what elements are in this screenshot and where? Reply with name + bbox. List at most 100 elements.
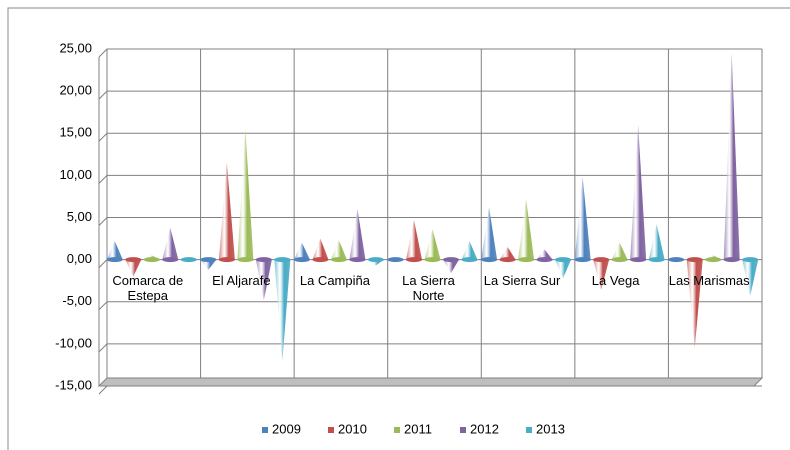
cone xyxy=(330,240,347,263)
cone-base xyxy=(143,257,160,263)
cone-base xyxy=(106,257,123,263)
grid-line xyxy=(98,343,762,353)
y-tick-label: -10,00 xyxy=(55,335,92,350)
cone xyxy=(312,238,329,263)
legend-label: 2012 xyxy=(470,421,499,436)
cone-base xyxy=(499,257,516,263)
legend-marker xyxy=(262,427,268,433)
cone-body xyxy=(237,129,254,260)
cone-body xyxy=(518,198,535,260)
cone xyxy=(648,224,665,263)
cone-body xyxy=(555,259,572,279)
x-tick-label: La Sierra Norte xyxy=(402,272,455,303)
cone xyxy=(686,257,703,349)
cone-body xyxy=(536,249,553,260)
cone xyxy=(630,124,647,263)
grid-line xyxy=(98,174,762,184)
cone xyxy=(180,257,197,263)
cone-body xyxy=(255,259,272,301)
cone-body xyxy=(742,259,759,296)
legend-marker xyxy=(460,427,466,433)
cone-base xyxy=(742,257,759,263)
cone-body xyxy=(611,242,628,260)
legend-marker xyxy=(394,427,400,433)
chart-frame xyxy=(7,7,790,450)
cone xyxy=(367,257,384,266)
cone xyxy=(723,53,740,263)
cone xyxy=(406,220,422,263)
cone-base xyxy=(443,257,459,263)
cone xyxy=(125,257,142,277)
x-tick-label: La Sierra Sur xyxy=(483,272,561,288)
cone-base xyxy=(330,257,347,263)
cone xyxy=(742,257,759,296)
grid-line xyxy=(98,217,762,226)
cone xyxy=(255,257,272,301)
cone xyxy=(237,129,254,263)
cone xyxy=(106,241,123,263)
cone-base xyxy=(536,257,553,263)
cone-base xyxy=(648,257,665,263)
cone-base xyxy=(125,257,142,263)
cone-body xyxy=(481,207,498,260)
cone-body xyxy=(574,177,591,260)
cone-base xyxy=(424,257,441,263)
legend-label: 2013 xyxy=(536,421,565,436)
cone-base xyxy=(180,257,197,263)
cone xyxy=(555,257,572,279)
cone-base xyxy=(274,257,291,263)
cone-base xyxy=(312,257,329,263)
cone xyxy=(200,257,217,270)
cone xyxy=(274,257,291,361)
cone xyxy=(443,257,459,274)
cone xyxy=(593,257,610,290)
cone-body xyxy=(406,220,422,260)
cone-base xyxy=(255,257,272,263)
cone xyxy=(574,177,591,263)
cone-body xyxy=(424,229,441,260)
grid-line xyxy=(98,385,762,395)
cone-body xyxy=(274,259,291,361)
x-tick-label: La Campiña xyxy=(299,272,370,288)
cone-body xyxy=(443,259,459,274)
cone xyxy=(481,207,498,263)
x-tick-label: El Aljarafe xyxy=(212,272,271,288)
x-tick-label: Comarca de Estepa xyxy=(112,272,184,303)
cone-body xyxy=(200,259,217,270)
cone-base xyxy=(218,257,235,263)
cone-base xyxy=(686,257,703,263)
cone-body xyxy=(312,238,329,260)
cone xyxy=(293,242,310,263)
x-tick-label: Las Marismas xyxy=(668,272,750,288)
cone-body xyxy=(593,259,610,290)
y-tick-label: 25,00 xyxy=(59,40,92,55)
cone-body xyxy=(218,162,235,260)
cone-base xyxy=(481,257,498,263)
cone xyxy=(424,229,441,263)
cone xyxy=(518,198,535,263)
cone xyxy=(143,255,160,263)
cone xyxy=(162,227,179,263)
cone-base xyxy=(555,257,572,263)
floor xyxy=(97,377,764,387)
cone-base xyxy=(593,257,610,263)
cone-body xyxy=(162,227,179,260)
cone-base xyxy=(574,257,591,263)
cone xyxy=(499,246,516,263)
legend-label: 2010 xyxy=(338,421,367,436)
cone-base xyxy=(367,257,384,263)
y-tick-label: 5,00 xyxy=(67,209,92,224)
cone-base xyxy=(349,257,366,263)
grid-line xyxy=(98,301,762,311)
cone xyxy=(705,255,722,263)
legend-label: 2011 xyxy=(404,421,432,436)
cone-base xyxy=(705,257,722,263)
cone xyxy=(349,209,366,263)
cone-body xyxy=(686,259,703,349)
grid-line xyxy=(98,48,762,58)
legend-marker xyxy=(328,427,334,433)
y-tick-label: -15,00 xyxy=(55,377,92,392)
cone-body xyxy=(349,209,366,260)
